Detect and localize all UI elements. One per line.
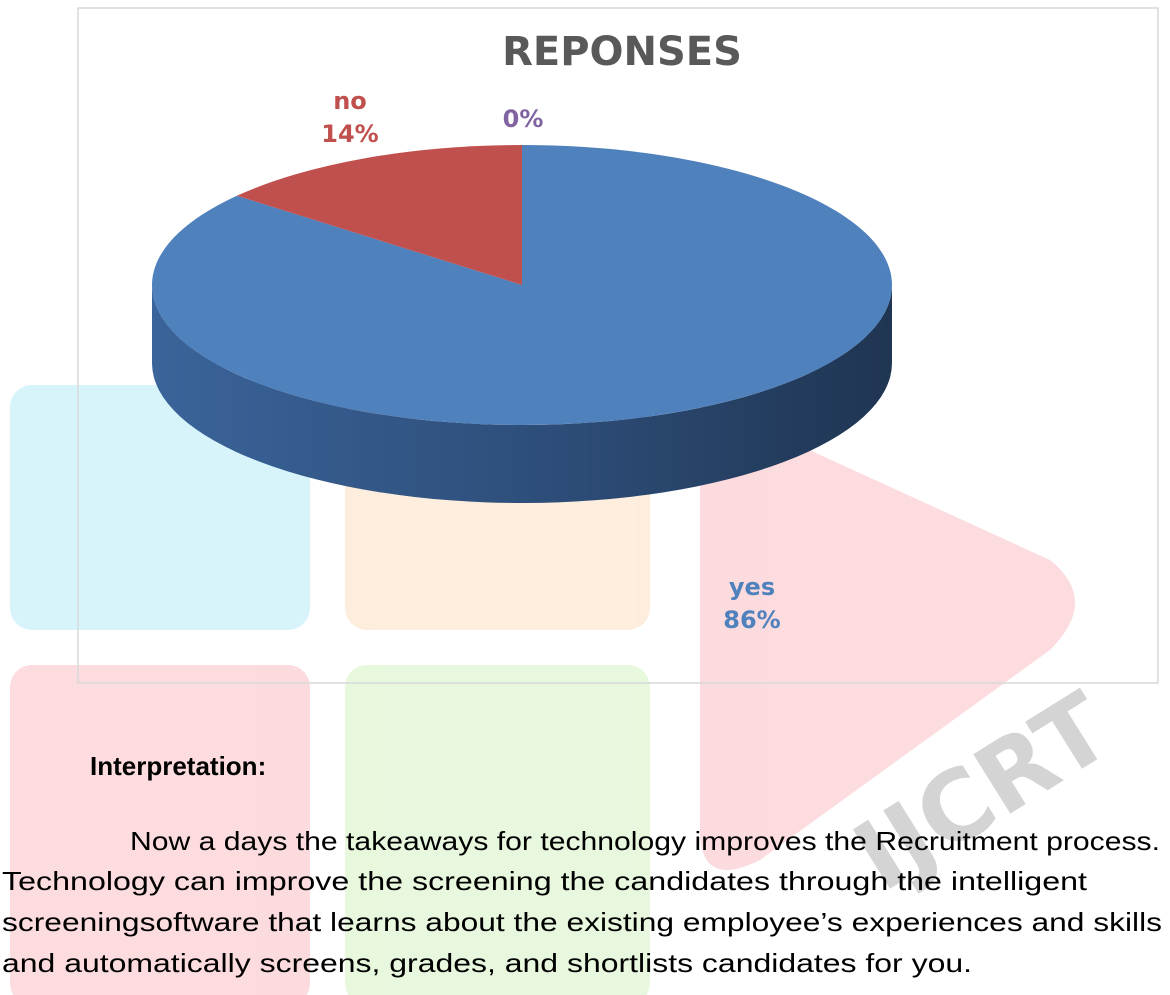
paragraph-line: screeningsoftware that learns about the …	[2, 907, 1162, 937]
data-labels: yes 86% no 14% 0%	[321, 87, 780, 634]
chart-frame	[77, 7, 1159, 684]
value-label: 14%	[321, 120, 378, 148]
paragraph-line: Now a days the takeaways for technology …	[130, 826, 1160, 856]
chart-title: REPONSES	[502, 29, 742, 75]
value-label: 86%	[723, 606, 780, 634]
category-label: yes	[729, 573, 775, 601]
paragraph-line: and automatically screens, grades, and s…	[2, 948, 972, 978]
pie-slice	[236, 145, 522, 285]
watermark-shape	[10, 665, 310, 995]
paragraph: Now a days the takeaways for technology …	[2, 826, 1162, 978]
watermark-shape	[345, 665, 650, 995]
heading: Interpretation:	[90, 751, 266, 781]
category-label: no	[333, 87, 367, 115]
pie-side	[152, 285, 892, 503]
pie	[151, 145, 892, 503]
value-label: 0%	[503, 105, 544, 133]
watermark-shape	[700, 400, 1075, 870]
paragraph-line: Technology can improve the screening the…	[2, 866, 1088, 896]
